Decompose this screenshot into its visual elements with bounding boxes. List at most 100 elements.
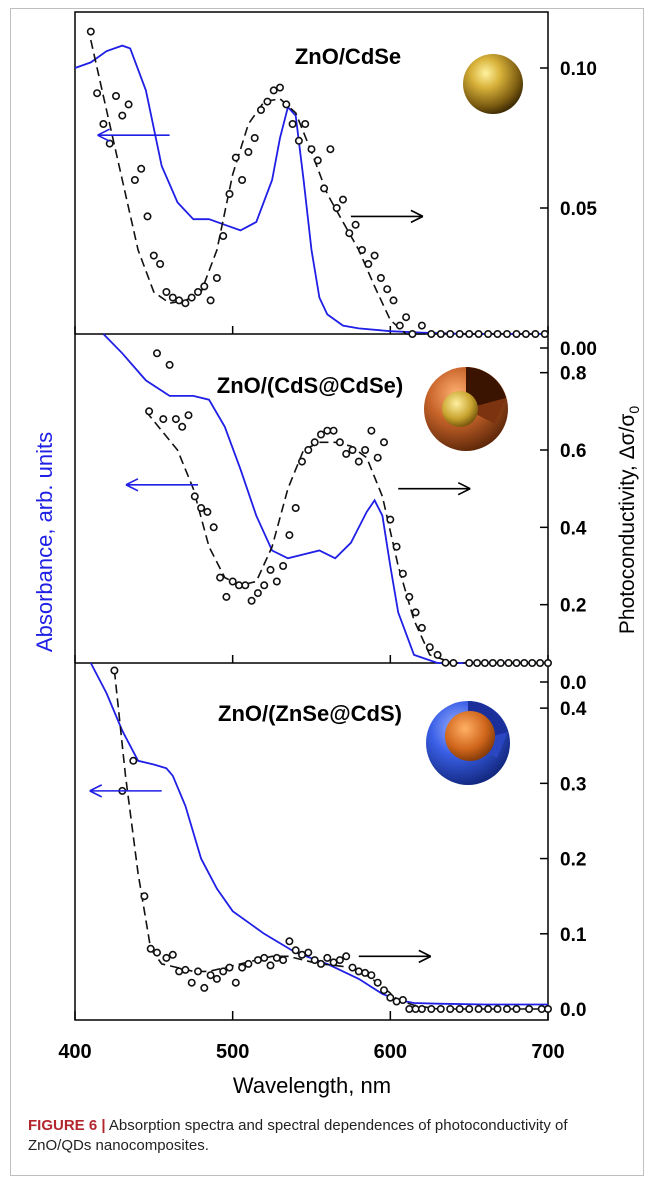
photoconductivity-point [537, 1004, 546, 1013]
photoconductivity-point [266, 565, 275, 574]
photoconductivity-axis-arrowhead [418, 949, 432, 964]
photoconductivity-point [105, 139, 114, 148]
photoconductivity-point [383, 285, 392, 294]
photoconductivity-point [110, 666, 119, 675]
photoconductivity-point [153, 948, 162, 957]
photoconductivity-point [307, 145, 316, 154]
photoconductivity-point [373, 453, 382, 462]
photoconductivity-point [275, 83, 284, 92]
y-tick-label: 0.2 [560, 596, 586, 617]
photoconductivity-point [354, 967, 363, 976]
photoconductivity-point [335, 956, 344, 965]
photoconductivity-point [272, 953, 281, 962]
photoconductivity-point [320, 184, 329, 193]
photoconductivity-point [162, 287, 171, 296]
photoconductivity-point [269, 86, 278, 95]
photoconductivity-point [379, 986, 388, 995]
x-tick-label: 600 [374, 1041, 407, 1063]
photoconductivity-point [398, 569, 407, 578]
photoconductivity-point [190, 492, 199, 501]
photoconductivity-point [323, 953, 332, 962]
photoconductivity-point [425, 643, 434, 652]
photoconductivity-point [474, 1004, 483, 1013]
photoconductivity-point [225, 963, 234, 972]
photoconductivity-point [241, 581, 250, 590]
photoconductivity-point [304, 948, 313, 957]
photoconductivity-point [379, 438, 388, 447]
photoconductivity-point [357, 246, 366, 255]
photoconductivity-point [465, 1004, 474, 1013]
absorbance-curve [102, 333, 548, 664]
chart-svg: 400 500 600 7000.000.050.100.00.20.40.60.80… [32, 11, 642, 1098]
photoconductivity-point [137, 164, 146, 173]
absorbance-curve [74, 44, 548, 335]
x-tick-label: 700 [531, 1041, 564, 1063]
photoconductivity-point [146, 944, 155, 953]
photoconductivity-point [86, 27, 95, 36]
photoconductivity-axis-arrowhead [457, 481, 471, 496]
y-tick-label: 0.8 [560, 364, 586, 385]
photoconductivity-point [402, 313, 411, 322]
absorbance-curve [90, 662, 548, 1006]
photoconductivity-point [455, 1004, 464, 1013]
photoconductivity-point [288, 120, 297, 129]
photoconductivity-point [405, 1004, 414, 1013]
photoconductivity-point [329, 426, 338, 435]
photoconductivity-point [168, 950, 177, 959]
photoconductivity-point [512, 329, 521, 338]
photoconductivity-point [417, 1004, 426, 1013]
panel-label-1: ZnO/(CdS@CdSe) [217, 373, 403, 398]
photoconductivity-point [279, 561, 288, 570]
photoconductivity-point [187, 978, 196, 987]
y-tick-label: 0.2 [560, 850, 586, 871]
photoconductivity-point [408, 329, 417, 338]
photoconductivity-point [536, 658, 545, 667]
photoconductivity-point [194, 287, 203, 296]
photoconductivity-point [178, 422, 187, 431]
photoconductivity-point [244, 148, 253, 157]
photoconductivity-point [235, 581, 244, 590]
photoconductivity-point [310, 438, 319, 447]
photoconductivity-point [165, 360, 174, 369]
y-tick-label: 0.1 [560, 925, 587, 946]
panel-label-2: ZnO/(ZnSe@CdS) [218, 701, 402, 726]
photoconductivity-point [222, 592, 231, 601]
photoconductivity-point [329, 958, 338, 967]
photoconductivity-point [512, 658, 521, 667]
photoconductivity-point [502, 1004, 511, 1013]
photoconductivity-point [449, 658, 458, 667]
photoconductivity-point [493, 329, 502, 338]
photoconductivity-point [238, 176, 247, 185]
absorbance-axis-arrowhead [89, 784, 103, 798]
photoconductivity-point [316, 430, 325, 439]
photoconductivity-point [361, 968, 370, 977]
photoconductivity-point [129, 756, 138, 765]
photoconductivity-point [238, 963, 247, 972]
panel-label-0: ZnO/CdSe [295, 44, 401, 69]
photoconductivity-point [279, 956, 288, 965]
photoconductivity-point [411, 1004, 420, 1013]
photoconductivity-point [181, 965, 190, 974]
photoconductivity-point [228, 577, 237, 586]
photoconductivity-point [124, 100, 133, 109]
photoconductivity-point [253, 589, 262, 598]
photoconductivity-point [531, 329, 540, 338]
photoconductivity-point [175, 296, 184, 305]
photoconductivity-point [345, 229, 354, 238]
photoconductivity-point [323, 426, 332, 435]
photoconductivity-point [212, 273, 221, 282]
figure-caption: FIGURE 6 | Absorption spectra and spectr… [28, 1116, 628, 1156]
photoconductivity-point [206, 296, 215, 305]
photoconductivity-point [436, 329, 445, 338]
photoconductivity-point [455, 329, 464, 338]
photoconductivity-point [203, 507, 212, 516]
photoconductivity-point [348, 445, 357, 454]
photoconductivity-point [433, 650, 442, 659]
photoconductivity-point [484, 329, 493, 338]
photoconductivity-point [194, 967, 203, 976]
figure-frame [10, 8, 644, 1176]
photoconductivity-point [512, 1004, 521, 1013]
photoconductivity-point [231, 978, 240, 987]
photoconductivity-point [297, 950, 306, 959]
photoconductivity-point [367, 426, 376, 435]
